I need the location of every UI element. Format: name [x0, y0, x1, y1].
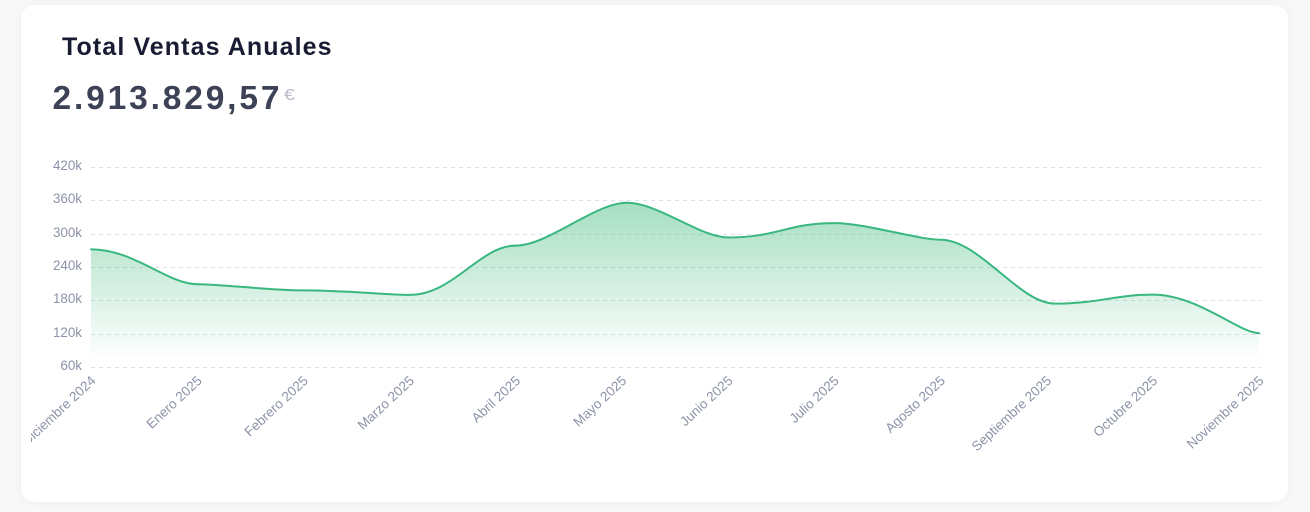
svg-text:300k: 300k [53, 225, 82, 240]
svg-text:Diciembre 2024: Diciembre 2024 [21, 373, 99, 449]
svg-text:240k: 240k [53, 258, 82, 273]
svg-text:Febrero 2025: Febrero 2025 [241, 373, 311, 439]
svg-text:420k: 420k [53, 158, 82, 173]
svg-text:Marzo 2025: Marzo 2025 [355, 373, 417, 433]
svg-text:Enero 2025: Enero 2025 [143, 373, 204, 432]
svg-text:Septiembre 2025: Septiembre 2025 [969, 373, 1054, 454]
svg-text:Mayo 2025: Mayo 2025 [570, 373, 629, 430]
svg-text:Junio 2025: Junio 2025 [677, 373, 736, 429]
svg-text:Agosto 2025: Agosto 2025 [882, 373, 948, 436]
svg-text:Julio 2025: Julio 2025 [787, 373, 842, 426]
svg-text:Octubre 2025: Octubre 2025 [1090, 373, 1160, 440]
svg-text:120k: 120k [53, 325, 82, 340]
svg-text:180k: 180k [53, 291, 82, 306]
svg-text:Abril 2025: Abril 2025 [469, 373, 524, 425]
svg-text:60k: 60k [60, 358, 82, 373]
svg-text:360k: 360k [53, 191, 82, 206]
svg-text:Noviembre 2025: Noviembre 2025 [1184, 373, 1267, 452]
